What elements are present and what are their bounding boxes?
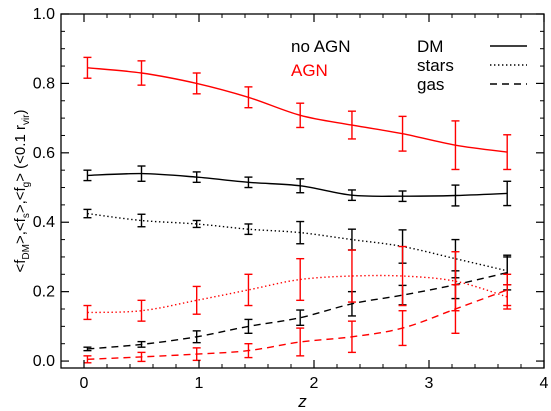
- series-line-agn-stars: [87, 274, 508, 314]
- y-tick-label: 0.6: [33, 145, 55, 162]
- error-bar-agn-stars: [244, 273, 253, 307]
- y-axis-label: <fDM>,<fs>,<fg> (<0.1 rvir): [12, 109, 32, 272]
- x-tick-label: 0: [80, 375, 89, 392]
- y-axis-label-part: >,<f: [12, 217, 29, 244]
- y-axis-label-part: ): [12, 109, 29, 114]
- error-bar-no-agn-dm: [451, 184, 460, 207]
- error-bar-agn-dm: [244, 86, 253, 109]
- y-tick-label: 0.8: [33, 75, 55, 92]
- y-axis-label-sub: s: [21, 213, 32, 218]
- error-bar-no-agn-stars: [137, 213, 146, 228]
- series-line-no-agn-gas: [87, 271, 508, 350]
- error-bar-no-agn-stars: [296, 220, 305, 245]
- y-axis-label-part: > (<0.1 r: [12, 125, 29, 182]
- y-tick-label: 1.0: [33, 6, 55, 23]
- error-bar-no-agn-dm: [503, 180, 512, 207]
- y-axis-label-part: >,<f: [12, 186, 29, 213]
- error-bar-no-agn-gas: [244, 318, 253, 334]
- y-axis-label-part: <f: [12, 259, 29, 273]
- y-axis-label-sub: g: [21, 182, 32, 188]
- error-bar-no-agn-dm: [192, 171, 201, 184]
- error-bar-no-agn-dm: [347, 189, 356, 202]
- error-bar-agn-gas: [347, 320, 356, 354]
- error-bar-no-agn-gas: [192, 330, 201, 344]
- legend-no-agn: no AGN: [291, 37, 351, 56]
- error-bar-agn-stars: [192, 285, 201, 315]
- error-bar-no-agn-gas: [137, 340, 146, 348]
- error-bar-agn-gas: [137, 351, 146, 363]
- error-bar-no-agn-dm: [83, 169, 92, 182]
- x-axis-label: z: [297, 392, 307, 411]
- y-axis-label-sub: vir: [21, 114, 32, 125]
- error-bar-agn-dm: [296, 102, 305, 129]
- error-bar-agn-dm: [451, 120, 460, 171]
- error-bar-agn-gas: [398, 310, 407, 347]
- legend-stars: stars: [417, 56, 454, 75]
- x-tick-label: 2: [310, 375, 319, 392]
- x-tick-label: 4: [540, 375, 549, 392]
- x-tick-label: 3: [425, 375, 434, 392]
- error-bar-no-agn-stars: [192, 219, 201, 229]
- error-bar-agn-stars: [347, 249, 356, 303]
- y-tick-label: 0.0: [33, 353, 55, 370]
- plot-frame: [60, 13, 545, 369]
- y-tick-label: 0.2: [33, 284, 55, 301]
- error-bar-no-agn-stars: [83, 208, 92, 219]
- legend-dm: DM: [417, 37, 443, 56]
- axes-layer: 0 1 2 3 4 0.0 0.2 0.4 0.6 0.8 1.0: [33, 6, 549, 392]
- error-bar-agn-dm: [347, 110, 356, 140]
- x-tick-label: 1: [195, 375, 204, 392]
- legend-agn: AGN: [291, 61, 328, 80]
- error-bar-agn-dm: [137, 60, 146, 86]
- error-bar-agn-stars: [137, 299, 146, 322]
- error-bar-agn-stars: [296, 257, 305, 302]
- error-bar-agn-gas: [244, 343, 253, 359]
- error-bar-agn-gas: [296, 327, 305, 357]
- error-bar-no-agn-dm: [296, 178, 305, 194]
- error-bar-agn-stars: [83, 304, 92, 321]
- y-tick-label: 0.4: [33, 214, 55, 231]
- legend-gas: gas: [417, 75, 444, 94]
- error-bar-agn-gas: [503, 273, 512, 307]
- error-bar-no-agn-gas: [83, 346, 92, 352]
- error-bar-no-agn-stars: [244, 223, 253, 236]
- error-bar-agn-gas: [451, 284, 460, 334]
- error-bar-agn-dm: [398, 115, 407, 152]
- legend: no AGN AGN DM stars gas: [291, 37, 527, 94]
- error-bar-agn-gas: [83, 355, 92, 364]
- error-bar-no-agn-gas: [296, 309, 305, 327]
- y-axis-label-sub: DM: [21, 244, 32, 260]
- error-bar-no-agn-dm: [244, 176, 253, 189]
- error-bar-agn-dm: [503, 134, 512, 171]
- error-bar-agn-dm: [83, 56, 92, 79]
- error-bar-no-agn-dm: [398, 190, 407, 203]
- error-bar-agn-stars: [398, 245, 407, 307]
- error-bar-agn-dm: [192, 72, 201, 95]
- series-layer: [83, 56, 512, 364]
- error-bar-no-agn-dm: [137, 165, 146, 182]
